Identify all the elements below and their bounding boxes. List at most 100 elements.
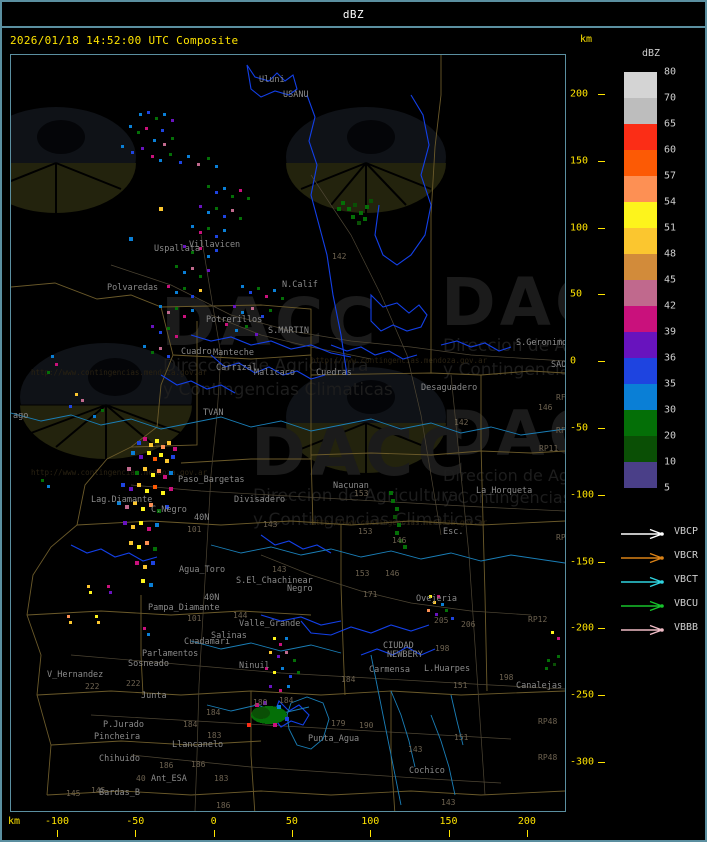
echo-cluster-southeast (545, 631, 560, 670)
x-axis-tick (526, 830, 528, 837)
legend-panel: dBZ 80 70 65 60 57 54 51 48 45 42 39 36 35 30 20 10 5 VB… (612, 30, 707, 840)
colorbar-swatch[interactable] (624, 332, 657, 358)
map-label: Bardas_B (99, 788, 140, 798)
map-label: 142 (332, 252, 347, 261)
colorbar-swatch[interactable] (624, 436, 657, 462)
colorbar-swatch[interactable] (624, 124, 657, 150)
radar-map-canvas: DACC Direccion de Agricultura y Continge… (11, 55, 565, 811)
map-label: S.El_Chachinear (236, 576, 313, 586)
map-label: 184 (183, 720, 198, 729)
colorbar-swatch[interactable] (624, 280, 657, 306)
plot-panel: 2026/01/18 14:52:00 UTC Composite km (4, 30, 609, 840)
arrow-legend-item[interactable]: VBCP (620, 522, 707, 546)
map-label: Uluni (259, 75, 285, 85)
colorbar-level-label: 35 (664, 378, 677, 390)
colorbar-swatch[interactable] (624, 150, 657, 176)
map-label: Ovejeria (416, 594, 457, 604)
map-label: Malicaco (254, 368, 295, 378)
arrow-legend-item[interactable]: VBBB (620, 618, 707, 642)
arrow-legend-item[interactable]: VBCU (620, 594, 707, 618)
map-label: 179 (331, 719, 346, 728)
map-label: Carrizal (216, 363, 257, 373)
colorbar-swatch[interactable] (624, 228, 657, 254)
arrow-legend-item[interactable]: VBCR (620, 546, 707, 570)
colorbar-level-label: 5 (664, 482, 671, 494)
colorbar-level-label: 60 (664, 144, 677, 156)
map-label: RP12 (528, 615, 547, 624)
watermark-line1: Direccion de Agricultura (253, 486, 458, 506)
y-axis-tick-label: -100 (570, 489, 595, 501)
map-label: 205 (434, 616, 449, 625)
map-label: ago (13, 411, 28, 421)
map-label: 190 (359, 721, 374, 730)
map-label: Lag.Diamante (91, 495, 152, 505)
map-label: Cuadamari (184, 637, 230, 647)
map-label: 143 (272, 565, 287, 574)
arrow-legend-label: VBCR (674, 550, 699, 561)
colorbar-swatch[interactable] (624, 384, 657, 410)
arrow-legend-label: VBCT (674, 574, 699, 585)
watermark-brand: DACC (251, 414, 470, 491)
velocity-arrow-icon (621, 600, 664, 612)
map-label: 171 (363, 590, 378, 599)
y-axis-tick (598, 762, 605, 763)
map-label: 153 (358, 527, 373, 536)
colorbar-swatch[interactable] (624, 72, 657, 98)
radar-map[interactable]: DACC Direccion de Agricultura y Continge… (10, 54, 566, 812)
y-axis-tick (598, 561, 605, 563)
echo-cluster-northwest (41, 355, 104, 488)
map-label: NEWBERY (387, 650, 423, 660)
map-label: Cuedras (316, 368, 352, 378)
map-label: 222 (126, 679, 141, 688)
colorbar-swatch[interactable] (624, 358, 657, 384)
map-label: 142 (454, 418, 469, 427)
map-label: 144 (233, 611, 248, 620)
colorbar[interactable] (624, 72, 657, 488)
x-axis-tick (448, 830, 450, 837)
x-axis-tick (135, 830, 137, 837)
colorbar-swatch[interactable] (624, 98, 657, 124)
map-label: RP11 (539, 444, 558, 453)
y-axis-tick (598, 160, 605, 162)
map-label: Chihuido (99, 754, 140, 764)
map-label: N.Calif (282, 280, 318, 290)
window-titlebar: dBZ (2, 2, 705, 28)
y-axis-tick (598, 94, 605, 95)
colorbar-swatch[interactable] (624, 410, 657, 436)
arrow-legend-item[interactable]: VBCT (620, 570, 707, 594)
colorbar-level-label: 42 (664, 300, 677, 312)
echo-cluster-uspallata (143, 185, 250, 358)
map-label: CIUDAD (383, 641, 414, 651)
map-label: Ant_ESA (151, 774, 187, 784)
map-label: Divisadero (234, 495, 285, 505)
colorbar-level-label: 45 (664, 274, 677, 286)
colorbar-swatch[interactable] (624, 254, 657, 280)
y-axis-tick-label: 50 (570, 288, 583, 300)
map-label: Cochico (409, 766, 445, 776)
map-label: Polvaredas (107, 283, 158, 293)
map-label: RF3 (556, 426, 565, 435)
map-label: Esc. (443, 527, 463, 537)
colorbar-swatch[interactable] (624, 462, 657, 488)
echo-cluster-valle-grande (427, 595, 454, 620)
arrow-legend: VBCP VBCR VBCT VBCU VBBB (620, 522, 707, 642)
map-label: 186 (191, 760, 206, 769)
colorbar-level-label: 36 (664, 352, 677, 364)
map-label: Carmensa (369, 665, 410, 675)
colorbar-swatch[interactable] (624, 306, 657, 332)
map-label: Sosneado (128, 659, 169, 669)
x-axis-tick-label: -100 (44, 816, 70, 827)
map-label: Paso_Bargetas (178, 475, 245, 485)
map-label: 198 (435, 644, 450, 653)
colorbar-swatch[interactable] (624, 202, 657, 228)
colorbar-level-label: 20 (664, 430, 677, 442)
hydrography (70, 64, 512, 728)
map-label: Villavicen (189, 240, 240, 250)
colorbar-swatch[interactable] (624, 176, 657, 202)
y-axis-tick-label: -300 (570, 756, 595, 768)
y-axis-tick-label: 0 (570, 355, 577, 367)
echo-cluster-north (121, 111, 218, 168)
echo-cluster-east (389, 491, 407, 549)
map-label: SAOU (551, 360, 565, 370)
